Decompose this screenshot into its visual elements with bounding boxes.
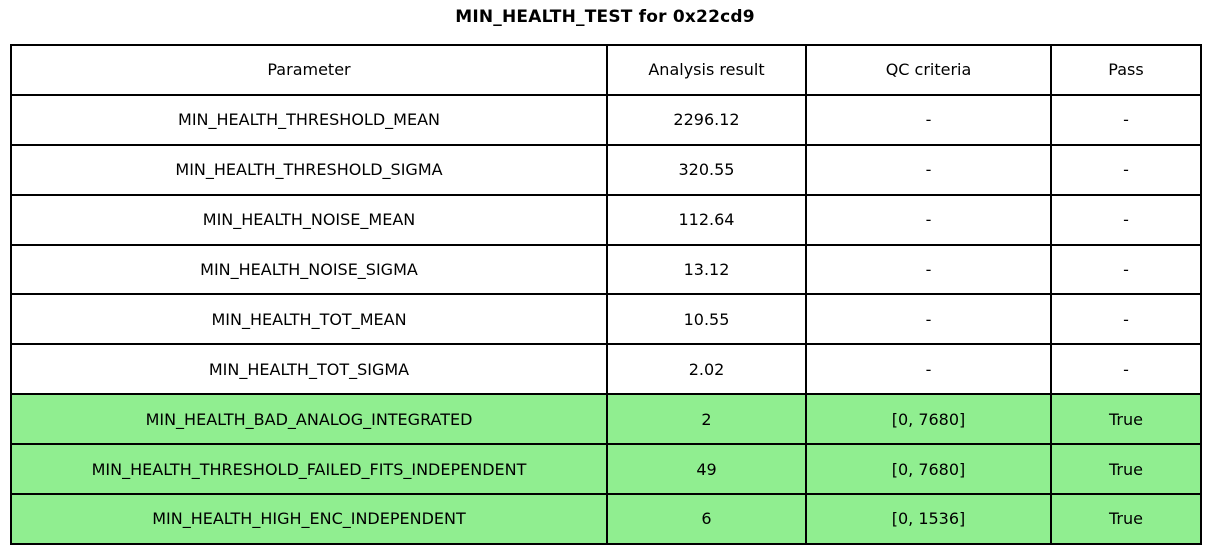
column-header-analysis-result: Analysis result <box>606 44 807 96</box>
cell-parameter: MIN_HEALTH_TOT_MEAN <box>10 293 608 346</box>
cell-qc-criteria: [0, 7680] <box>805 393 1052 446</box>
cell-pass: - <box>1050 293 1202 346</box>
table-row: MIN_HEALTH_NOISE_MEAN 112.64- - <box>10 193 1202 246</box>
cell-qc-criteria: - <box>805 343 1052 396</box>
column-header-pass: Pass <box>1050 44 1202 96</box>
table-row: MIN_HEALTH_TOT_MEAN 10.55- - <box>10 293 1202 346</box>
cell-parameter: MIN_HEALTH_THRESHOLD_MEAN <box>10 93 608 146</box>
cell-qc-criteria: [0, 7680] <box>805 443 1052 496</box>
column-header-parameter: Parameter <box>10 44 608 96</box>
table-row: MIN_HEALTH_TOT_SIGMA 2.02- - <box>10 343 1202 396</box>
cell-parameter: MIN_HEALTH_NOISE_SIGMA <box>10 243 608 296</box>
table-row: MIN_HEALTH_HIGH_ENC_INDEPENDENT 6 [0, 1536… <box>10 493 1202 545</box>
cell-analysis-result: 13.12 <box>606 243 807 296</box>
cell-qc-criteria: [0, 1536] <box>805 493 1052 545</box>
cell-analysis-result: 2 <box>606 393 807 446</box>
table-row: MIN_HEALTH_NOISE_SIGMA 13.12- - <box>10 243 1202 296</box>
cell-analysis-result: 10.55 <box>606 293 807 346</box>
page-title: MIN_HEALTH_TEST for 0x22cd9 <box>455 7 755 27</box>
cell-parameter: MIN_HEALTH_THRESHOLD_SIGMA <box>10 143 608 196</box>
table-body: MIN_HEALTH_THRESHOLD_MEAN 2296.12- - MIN_HE… <box>10 93 1202 545</box>
cell-pass: True <box>1050 493 1202 545</box>
cell-parameter: MIN_HEALTH_TOT_SIGMA <box>10 343 608 396</box>
cell-pass: True <box>1050 443 1202 496</box>
cell-pass: - <box>1050 193 1202 246</box>
cell-analysis-result: 112.64 <box>606 193 807 246</box>
cell-pass: - <box>1050 143 1202 196</box>
cell-pass: - <box>1050 243 1202 296</box>
cell-qc-criteria: - <box>805 143 1052 196</box>
cell-qc-criteria: - <box>805 193 1052 246</box>
table-row: MIN_HEALTH_THRESHOLD_MEAN 2296.12- - <box>10 93 1202 146</box>
table-row: MIN_HEALTH_BAD_ANALOG_INTEGRATED 2 [0, 768… <box>10 393 1202 446</box>
cell-pass: - <box>1050 343 1202 396</box>
cell-analysis-result: 2296.12 <box>606 93 807 146</box>
table-row: MIN_HEALTH_THRESHOLD_FAILED_FITS_INDEPEN… <box>10 443 1202 496</box>
cell-analysis-result: 49 <box>606 443 807 496</box>
cell-pass: - <box>1050 93 1202 146</box>
cell-pass: True <box>1050 393 1202 446</box>
cell-parameter: MIN_HEALTH_THRESHOLD_FAILED_FITS_INDEPEN… <box>10 443 608 496</box>
cell-qc-criteria: - <box>805 93 1052 146</box>
cell-qc-criteria: - <box>805 293 1052 346</box>
qc-results-table: Parameter Analysis result QC criteria Pa… <box>10 44 1202 545</box>
column-header-qc-criteria: QC criteria <box>805 44 1052 96</box>
cell-qc-criteria: - <box>805 243 1052 296</box>
cell-analysis-result: 320.55 <box>606 143 807 196</box>
cell-parameter: MIN_HEALTH_NOISE_MEAN <box>10 193 608 246</box>
cell-analysis-result: 6 <box>606 493 807 545</box>
table-header-row: Parameter Analysis result QC criteria Pa… <box>10 44 1202 96</box>
table-row: MIN_HEALTH_THRESHOLD_SIGMA 320.55- - <box>10 143 1202 196</box>
cell-parameter: MIN_HEALTH_HIGH_ENC_INDEPENDENT <box>10 493 608 545</box>
cell-analysis-result: 2.02 <box>606 343 807 396</box>
cell-parameter: MIN_HEALTH_BAD_ANALOG_INTEGRATED <box>10 393 608 446</box>
